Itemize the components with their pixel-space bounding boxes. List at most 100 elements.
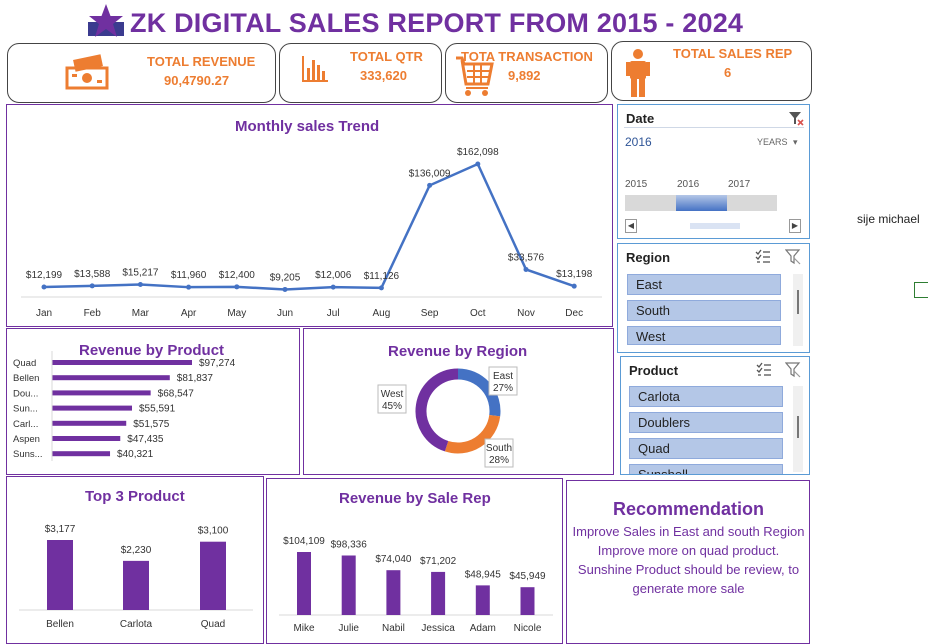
- data-label: $81,837: [177, 373, 214, 384]
- recommendation-line: Improve more on quad product.: [597, 543, 780, 558]
- tick-label: Quad: [13, 358, 36, 369]
- revenue-by-region-chart: Revenue by Region East 27% South 28% West 45%: [303, 328, 614, 475]
- tick-label: Julie: [338, 623, 359, 634]
- monthly-sales-trend-chart: Monthly sales Trend $12,199 Jan $13,588 Feb…: [6, 104, 613, 327]
- tick-label: Jun: [277, 308, 293, 319]
- kpi-value: 333,620: [360, 68, 407, 83]
- donut-slice: [444, 414, 501, 454]
- data-label: $11,960: [171, 270, 207, 281]
- data-point: [571, 283, 577, 289]
- data-label: $71,202: [420, 556, 457, 567]
- tick-label: Oct: [470, 308, 486, 319]
- data-point: [89, 283, 95, 289]
- region-item-south[interactable]: South: [627, 300, 781, 321]
- slice-category: East: [493, 371, 513, 382]
- data-label: $104,109: [283, 536, 325, 547]
- product-item-sunshell[interactable]: Sunshell: [629, 464, 783, 474]
- chart-title: Revenue by Sale Rep: [339, 490, 491, 507]
- tick-label: Nov: [517, 308, 535, 319]
- tick-label: Aug: [373, 308, 391, 319]
- product-item-carlota[interactable]: Carlota: [629, 386, 783, 407]
- data-point: [234, 284, 240, 290]
- slice-category: West: [381, 389, 404, 400]
- product-item-doublers[interactable]: Doublers: [629, 412, 783, 433]
- slice-label: 28%: [489, 455, 509, 466]
- tick-label: Aspen: [13, 434, 40, 445]
- year-label: 2017: [728, 179, 751, 190]
- tick-label: Jessica: [421, 623, 455, 634]
- data-label: $47,435: [127, 434, 164, 445]
- region-item-west[interactable]: West: [627, 326, 781, 345]
- slicer-header: Product: [629, 363, 679, 378]
- data-label: $74,040: [375, 554, 412, 565]
- product-item-quad[interactable]: Quad: [629, 438, 783, 459]
- kpi-value: 90,4790.27: [164, 73, 230, 88]
- tick-label: Bellen: [13, 373, 39, 384]
- tick-label: Feb: [84, 308, 102, 319]
- data-point: [378, 285, 384, 291]
- clear-filter-icon[interactable]: [788, 111, 804, 127]
- timeline-selected-2016[interactable]: [676, 195, 727, 211]
- slicer-scrollbar[interactable]: [793, 386, 803, 472]
- tick-label: Jan: [36, 308, 52, 319]
- data-label: $48,945: [465, 569, 502, 580]
- multi-select-icon[interactable]: [755, 249, 771, 265]
- chart-title: Monthly sales Trend: [235, 118, 380, 135]
- tick-label: Sun...: [13, 404, 38, 415]
- bar: [341, 555, 356, 615]
- slice-label: 27%: [493, 383, 513, 394]
- chart-title: Revenue by Product: [79, 342, 225, 359]
- chevron-down-icon: ▾: [793, 137, 798, 147]
- tick-label: Carl...: [13, 419, 38, 430]
- recommendation-line: Sunshine Product should be review, to ge…: [577, 562, 800, 596]
- top-3-product-chart: Top 3 Product $3,177 Bellen $2,230 Carlota $…: [6, 476, 264, 644]
- bar: [520, 587, 535, 615]
- data-label: $55,591: [139, 404, 176, 415]
- tick-label: Bellen: [46, 619, 74, 630]
- data-label: $45,949: [509, 571, 546, 582]
- data-label: $13,198: [556, 269, 593, 280]
- data-label: $98,336: [331, 539, 368, 550]
- label-box: [484, 438, 514, 468]
- kpi-value: 9,892: [508, 68, 541, 83]
- kpi-value: 6: [724, 65, 732, 80]
- period-dropdown[interactable]: YEARS ▾: [757, 137, 798, 148]
- bar: [200, 541, 226, 610]
- clear-filter-icon[interactable]: [785, 362, 801, 378]
- person-icon: [626, 49, 650, 97]
- label-box: [488, 366, 518, 396]
- kpi-label: TOTAL SALES REP: [673, 46, 793, 61]
- tick-label: Sep: [421, 308, 439, 319]
- slicer-scrollbar[interactable]: [793, 274, 803, 346]
- revenue-by-product-chart: Revenue by Product Quad $97,274 Bellen $81,…: [6, 328, 300, 475]
- scroll-right-button[interactable]: ▶: [789, 219, 801, 233]
- data-label: $12,006: [315, 270, 352, 281]
- timeline-scrollbar[interactable]: [690, 223, 740, 229]
- tick-label: Dou...: [13, 388, 38, 399]
- bar-chart-icon: [302, 56, 328, 82]
- kpi-total-transaction: TOTA TRANSACTION 9,892: [445, 43, 608, 103]
- data-label: $136,009: [409, 168, 451, 179]
- data-label: $2,230: [121, 545, 152, 556]
- tick-label: Suns...: [13, 449, 43, 460]
- bar: [52, 390, 151, 396]
- data-label: $15,217: [122, 268, 159, 279]
- bar: [475, 585, 490, 615]
- region-item-east[interactable]: East: [627, 274, 781, 295]
- bar: [386, 570, 401, 615]
- chart-title: Revenue by Region: [388, 343, 528, 360]
- year-label: 2015: [625, 179, 648, 190]
- data-label: $12,400: [219, 270, 256, 281]
- clear-filter-icon[interactable]: [785, 249, 801, 265]
- tick-label: May: [227, 308, 246, 319]
- scroll-left-button[interactable]: ◀: [625, 219, 637, 233]
- side-note: sije michael: [857, 212, 920, 226]
- tick-label: Mar: [132, 308, 150, 319]
- region-slicer: Region East South West: [617, 243, 810, 353]
- data-label: $3,100: [198, 526, 229, 537]
- money-icon: [65, 54, 109, 90]
- multi-select-icon[interactable]: [756, 362, 772, 378]
- tick-label: Carlota: [120, 619, 153, 630]
- kpi-total-revenue: TOTAL REVENUE 90,4790.27: [7, 43, 276, 103]
- donut-slice: [415, 368, 459, 452]
